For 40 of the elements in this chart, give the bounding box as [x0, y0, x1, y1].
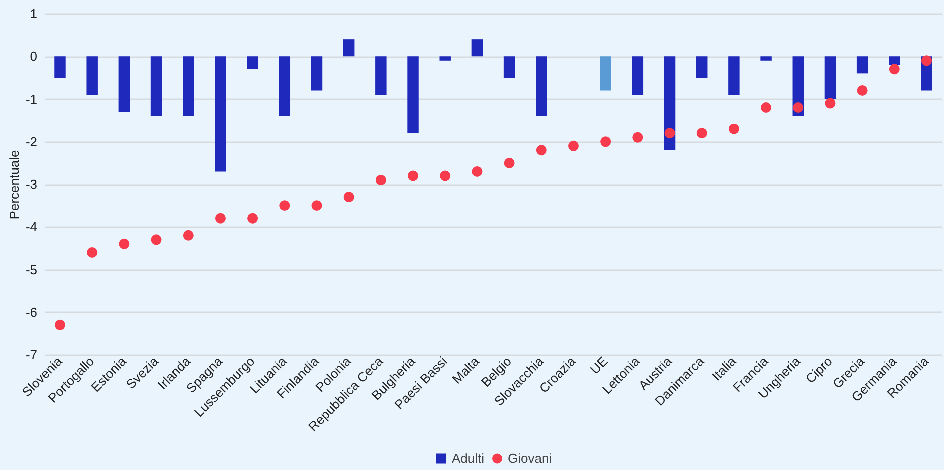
- point: [568, 140, 579, 152]
- point: [344, 192, 354, 203]
- y-tick-label: 1: [30, 6, 38, 22]
- point: [151, 234, 162, 246]
- legend-label: Giovani: [508, 450, 552, 466]
- point: [87, 247, 98, 258]
- legend-label: Adulti: [452, 450, 485, 466]
- point: [922, 56, 932, 66]
- y-tick-label: -6: [26, 304, 38, 320]
- point: [664, 128, 676, 139]
- y-tick-label: -2: [26, 134, 38, 150]
- point: [472, 166, 483, 177]
- point: [248, 213, 258, 224]
- y-tick-label: -1: [26, 92, 38, 107]
- point: [376, 175, 386, 186]
- point: [857, 85, 868, 96]
- y-tick-label: -4: [26, 220, 38, 235]
- y-tick-label: -7: [26, 348, 38, 362]
- point: [793, 102, 804, 114]
- point: [55, 320, 66, 330]
- point: [440, 170, 451, 182]
- point: [215, 213, 226, 224]
- point: [312, 200, 322, 212]
- point: [696, 128, 708, 139]
- point: [408, 170, 419, 182]
- y-tick-label: -3: [26, 177, 38, 192]
- y-tick-label: -5: [26, 262, 38, 278]
- point: [761, 102, 772, 114]
- point: [119, 238, 130, 250]
- point: [280, 200, 290, 212]
- point: [183, 230, 194, 241]
- point: [504, 158, 515, 168]
- point: [536, 145, 547, 156]
- point: [600, 136, 612, 148]
- point: [825, 98, 836, 109]
- point: [728, 124, 740, 134]
- point: [632, 132, 644, 143]
- point: [889, 64, 900, 75]
- y-axis-title: Percentuale: [6, 150, 22, 220]
- y-tick-label: 0: [30, 49, 38, 64]
